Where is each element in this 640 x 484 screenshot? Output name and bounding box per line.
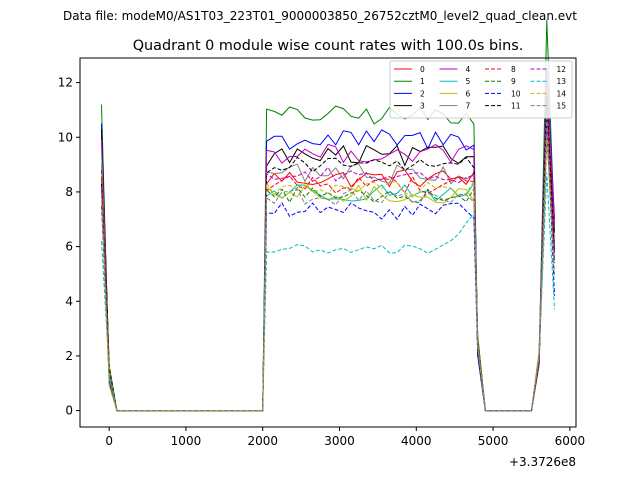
y-tick-label: 0 (65, 404, 73, 418)
y-tick-label: 12 (58, 76, 73, 90)
legend-label-15: 15 (557, 102, 567, 111)
legend-label-10: 10 (511, 89, 521, 98)
x-tick-label: 3000 (324, 434, 355, 448)
legend-label-6: 6 (466, 89, 471, 98)
x-tick-label: 0 (105, 434, 113, 448)
x-offset-label: +3.3726e8 (509, 455, 576, 469)
legend-label-0: 0 (420, 65, 425, 74)
figure-suptitle: Data file: modeM0/AS1T03_223T01_90000038… (63, 9, 577, 23)
y-tick-label: 10 (58, 130, 73, 144)
series-line-12 (101, 129, 555, 412)
legend-box (389, 60, 573, 119)
legend-label-3: 3 (420, 102, 425, 111)
y-tick-label: 6 (65, 240, 73, 254)
series-line-15 (101, 114, 555, 412)
x-tick-label: 5000 (478, 434, 509, 448)
x-tick-label: 2000 (247, 434, 278, 448)
axes-frame (79, 57, 577, 428)
x-tick-label: 4000 (401, 434, 432, 448)
legend-label-8: 8 (511, 65, 516, 74)
legend-label-4: 4 (466, 65, 471, 74)
chart-title: Quadrant 0 module wise count rates with … (133, 38, 524, 54)
series-line-14 (101, 136, 555, 412)
legend-label-12: 12 (557, 65, 567, 74)
legend-label-7: 7 (466, 102, 471, 111)
legend-label-11: 11 (511, 102, 521, 111)
y-tick-label: 2 (65, 349, 73, 363)
y-tick-label: 8 (65, 185, 73, 199)
y-tick-label: 4 (65, 294, 73, 308)
x-tick-label: 1000 (171, 434, 202, 448)
series-layer (101, 19, 555, 412)
legend-label-1: 1 (420, 77, 425, 86)
legend-label-14: 14 (557, 89, 567, 98)
x-tick-label: 6000 (555, 434, 586, 448)
legend-label-2: 2 (420, 89, 425, 98)
legend-label-5: 5 (466, 77, 471, 86)
legend-label-9: 9 (511, 77, 516, 86)
legend-label-13: 13 (557, 77, 567, 86)
